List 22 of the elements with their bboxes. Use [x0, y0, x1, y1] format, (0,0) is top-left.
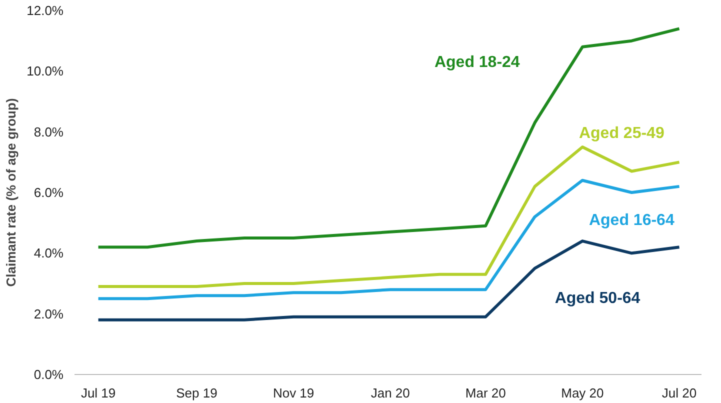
- x-tick-label: Mar 20: [465, 386, 506, 400]
- x-tick-label: Jan 20: [370, 386, 410, 400]
- line-series: [96, 146, 681, 288]
- x-tick-label: Jul 20: [662, 386, 697, 400]
- y-axis-title: Claimant rate (% of age group): [4, 98, 19, 287]
- series-label: Aged 16-64: [588, 212, 674, 229]
- y-tick-label: 12.0%: [26, 3, 64, 18]
- x-tick-label: Sep 19: [176, 386, 218, 400]
- x-tick-label: May 20: [561, 386, 604, 400]
- y-tick-label: 0.0%: [34, 367, 64, 382]
- line-series: [96, 27, 681, 249]
- y-tick-label: 2.0%: [34, 306, 64, 322]
- y-tick-label: 10.0%: [26, 64, 64, 79]
- text: Aged 18-24: [434, 54, 520, 72]
- series-label: Aged 50-64: [554, 290, 640, 307]
- y-tick-label: 8.0%: [34, 124, 64, 140]
- y-tick-label: 4.0%: [34, 246, 64, 261]
- x-tick-label: Jul 19: [80, 386, 116, 400]
- series-label: Aged 25-49: [578, 124, 664, 142]
- line-series: [96, 240, 681, 322]
- y-tick-label: 6.0%: [34, 185, 64, 200]
- x-tick-label: Nov 19: [272, 386, 314, 400]
